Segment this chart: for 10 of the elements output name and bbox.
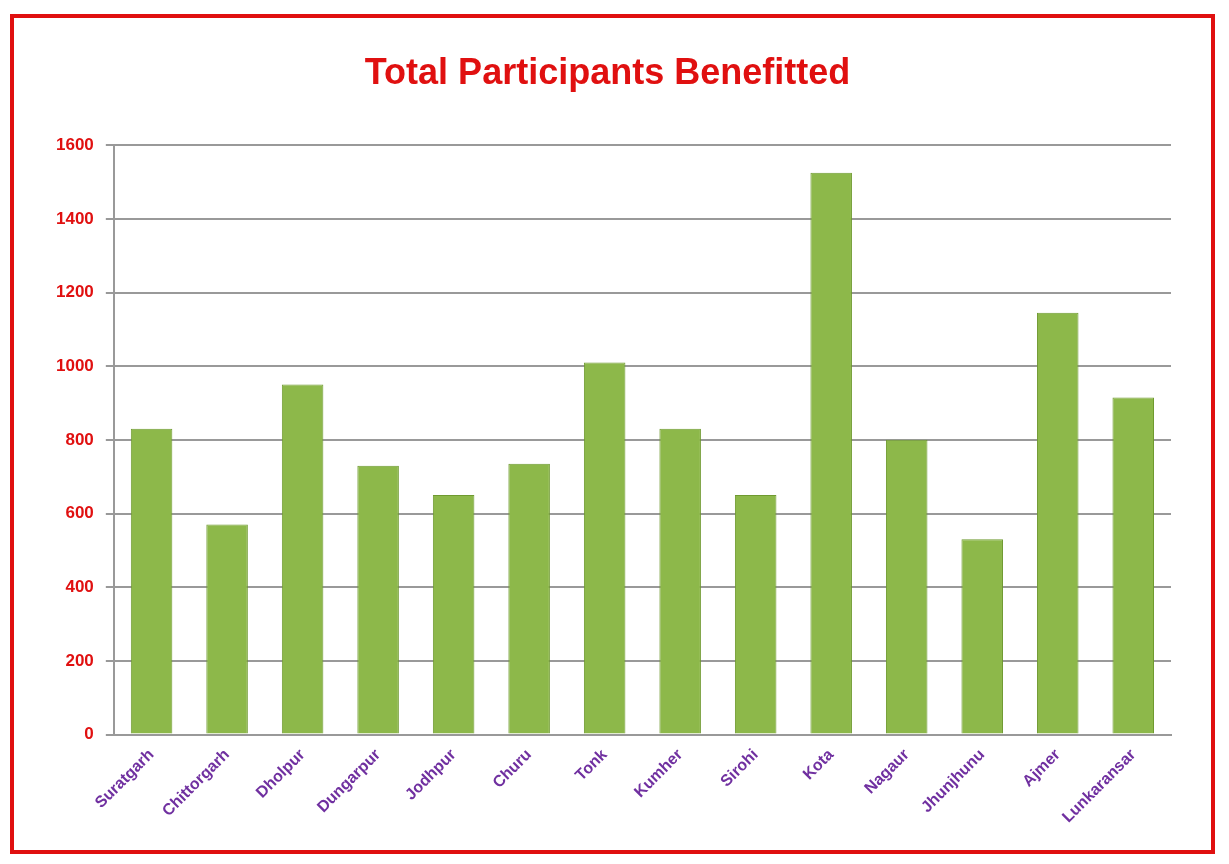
y-tick-label: 0 bbox=[84, 724, 94, 744]
y-tick-label: 1600 bbox=[55, 134, 94, 154]
y-tick-label: 1000 bbox=[55, 355, 94, 375]
chart-title: Total Participants Benefitted bbox=[364, 50, 851, 92]
y-tick-label: 1400 bbox=[55, 208, 94, 228]
y-tick-label: 800 bbox=[65, 429, 94, 449]
y-tick-label: 1200 bbox=[55, 282, 94, 302]
y-tick-label: 600 bbox=[65, 503, 94, 523]
y-tick-label: 200 bbox=[65, 650, 94, 670]
y-tick-label: 400 bbox=[65, 576, 94, 596]
